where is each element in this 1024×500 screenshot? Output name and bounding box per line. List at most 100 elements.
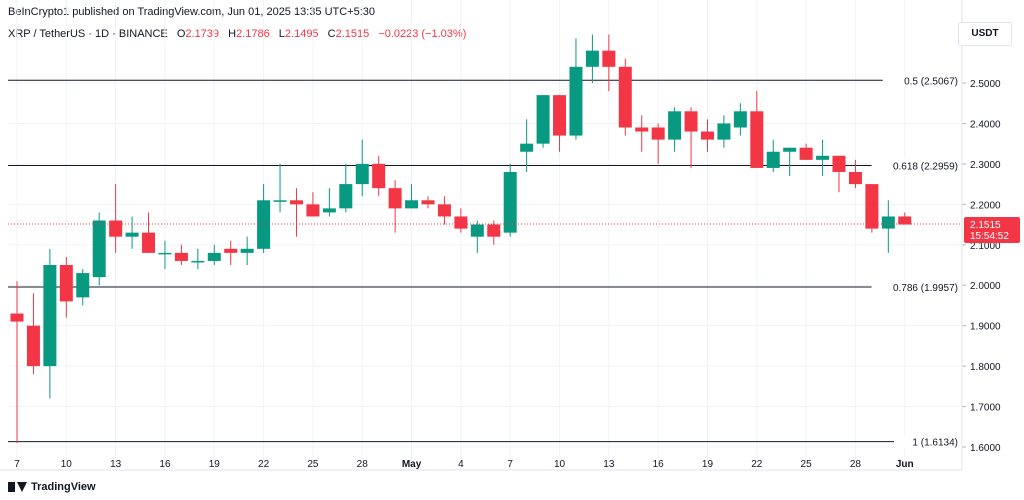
candle-body xyxy=(191,260,205,263)
x-tick-label: 7 xyxy=(14,459,20,470)
x-tick-label: 22 xyxy=(258,459,270,470)
close-label: C xyxy=(327,28,336,40)
candle-body xyxy=(405,200,419,209)
candle-body xyxy=(224,248,238,253)
tradingview-logo-icon xyxy=(8,482,27,492)
candle-body xyxy=(207,252,221,261)
candle xyxy=(322,188,336,217)
candle xyxy=(421,196,435,209)
fib-levels-layer: 0.5 (2.5067) 0.618 (2.2959) 0.786 (1.9957)… xyxy=(8,73,960,449)
y-tick-label: 2.1000 xyxy=(970,241,1001,252)
candle xyxy=(76,269,90,306)
candle xyxy=(470,220,484,253)
candle-body xyxy=(487,224,501,237)
candle xyxy=(717,115,731,148)
candle xyxy=(635,115,649,152)
axes-layer: 1.6000 1.7000 1.8000 1.9000 2.0000 2.1000 2.20… xyxy=(0,0,1020,471)
x-tick-label: 10 xyxy=(61,459,73,470)
candle-body xyxy=(421,200,435,205)
candle xyxy=(766,139,780,172)
last-price-countdown: 15:54:52 xyxy=(970,231,1009,242)
x-tick-label: 13 xyxy=(603,459,615,470)
candle xyxy=(240,236,254,265)
candle-body xyxy=(520,143,534,152)
candle-body xyxy=(569,66,583,136)
candle-body xyxy=(59,265,73,302)
candle xyxy=(799,143,813,160)
fib-level-label: 0.618 (2.2959) xyxy=(893,162,958,173)
x-tick-label: 4 xyxy=(458,459,464,470)
candle xyxy=(700,119,714,152)
candle xyxy=(125,216,139,249)
candle-body xyxy=(372,163,386,189)
candle xyxy=(224,240,238,265)
high-value: 2.1786 xyxy=(236,28,270,40)
candle-body xyxy=(602,50,616,67)
grid-layer xyxy=(8,0,960,470)
fib-label-backdrop xyxy=(871,279,960,294)
candle-body xyxy=(733,111,747,128)
candle-body xyxy=(651,127,665,140)
candle xyxy=(536,95,550,148)
candle xyxy=(454,208,468,233)
candle-body xyxy=(881,216,895,229)
candle xyxy=(783,147,797,177)
currency-label[interactable]: USDT xyxy=(958,22,1012,46)
candle-body xyxy=(454,216,468,229)
candle xyxy=(750,91,764,168)
low-label: L xyxy=(278,28,285,40)
y-tick-label: 2.5000 xyxy=(970,79,1001,90)
candle xyxy=(174,244,188,265)
y-tick-label: 1.8000 xyxy=(970,362,1001,373)
candle-body xyxy=(273,200,287,202)
candle xyxy=(437,196,451,225)
candle xyxy=(355,139,369,197)
change-value: −0.0223 (−1.03%) xyxy=(378,28,467,40)
candle xyxy=(191,248,205,270)
candle-body xyxy=(717,123,731,140)
x-tick-label: 10 xyxy=(554,459,566,470)
tradingview-logo[interactable]: TradingView xyxy=(8,481,96,493)
candle xyxy=(257,184,271,253)
candle-body xyxy=(109,220,123,237)
candle xyxy=(207,244,221,265)
candle-body xyxy=(339,184,353,209)
x-tick-label: 25 xyxy=(801,459,813,470)
high-label: H xyxy=(228,28,237,40)
candles-layer xyxy=(10,34,912,443)
candle xyxy=(585,34,599,83)
candle-body xyxy=(10,313,24,322)
fib-label-backdrop xyxy=(894,434,960,449)
candle-body xyxy=(618,66,632,128)
candle xyxy=(733,103,747,136)
candle xyxy=(26,293,40,375)
fib-level-label: 1 (1.6134) xyxy=(912,438,958,449)
x-tick-label: 28 xyxy=(357,459,369,470)
y-tick-label: 1.6000 xyxy=(970,443,1001,454)
candle-body xyxy=(553,95,567,136)
candle xyxy=(109,184,123,253)
candle-body xyxy=(142,232,156,253)
x-tick-label: May xyxy=(402,459,422,470)
low-value: 2.1495 xyxy=(284,28,319,40)
candle-body xyxy=(816,155,830,160)
candle xyxy=(651,123,665,164)
candle xyxy=(898,212,912,225)
candle-body xyxy=(799,147,813,160)
candle-body xyxy=(503,171,517,233)
symbol-name[interactable]: XRP / TetherUS · 1D · BINANCE xyxy=(8,28,168,40)
candle-body xyxy=(865,184,879,229)
candle xyxy=(339,163,353,213)
candle xyxy=(43,248,57,399)
candle xyxy=(684,107,698,168)
candle xyxy=(520,119,534,172)
candle-body xyxy=(536,95,550,144)
x-tick-label: 19 xyxy=(209,459,221,470)
candle xyxy=(602,34,616,92)
candle xyxy=(832,155,846,193)
tradingview-logo-text: TradingView xyxy=(31,481,96,493)
candle xyxy=(388,180,402,233)
candle-body xyxy=(783,147,797,152)
candle xyxy=(569,38,583,140)
